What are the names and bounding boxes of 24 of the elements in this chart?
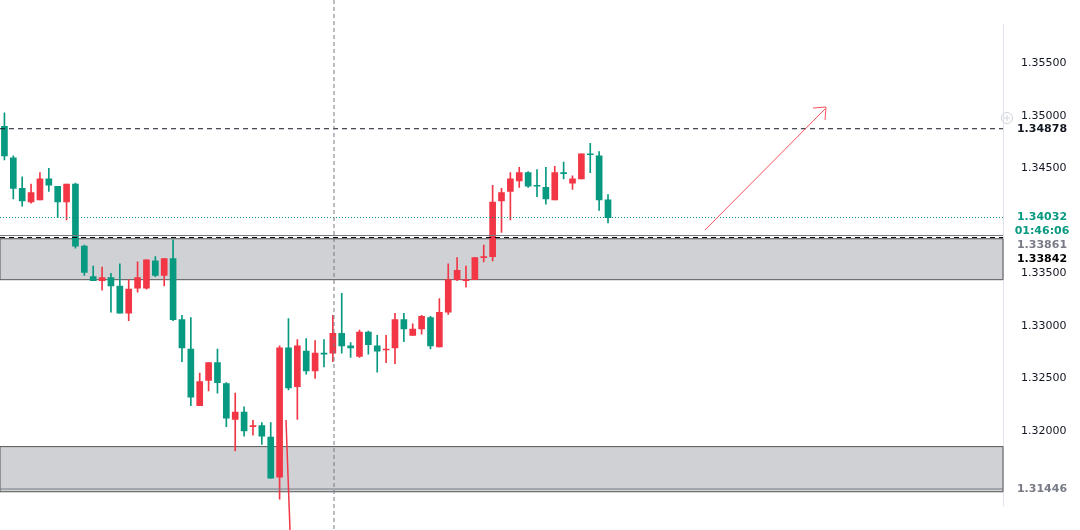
candlestick — [249, 420, 257, 436]
y-tick-label: 1.32500 — [1021, 371, 1067, 385]
candlestick — [480, 244, 488, 263]
candlestick — [533, 169, 541, 198]
y-tick-label: 1.32000 — [1021, 423, 1067, 437]
y-tick-label: 1.34500 — [1021, 161, 1067, 175]
ref-line-label: 1.34878 — [1016, 121, 1068, 135]
candlestick — [338, 293, 346, 354]
ref-line-label: 1.34032 — [1016, 210, 1068, 224]
candlestick — [231, 392, 239, 452]
candlestick — [98, 266, 106, 291]
text: 01:46:06 — [1014, 224, 1070, 238]
y-tick-label: 1.33000 — [1021, 318, 1067, 332]
candlestick — [320, 339, 328, 368]
ref-line-label: 1.31446 — [1016, 481, 1068, 495]
y-tick-label: 1.33500 — [1021, 266, 1067, 280]
candlestick — [373, 335, 381, 373]
y-tick-label: 1.35000 — [1021, 108, 1067, 122]
candlestick — [107, 273, 115, 313]
ref-line-label: 1.33842 — [1016, 252, 1068, 266]
candlestick — [586, 142, 594, 173]
ref-line-label: 1.33861 — [1016, 238, 1068, 252]
candlestick — [462, 265, 470, 288]
y-tick-label: 1.35500 — [1021, 56, 1067, 70]
